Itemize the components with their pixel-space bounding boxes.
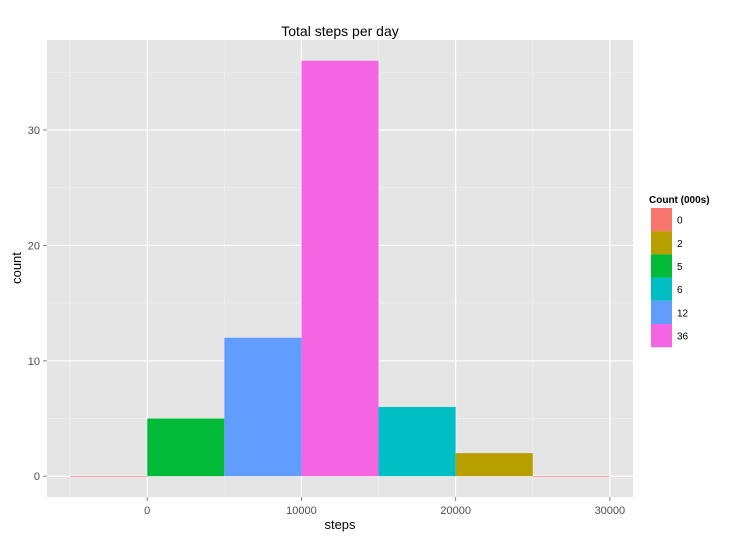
legend-key [651, 324, 672, 348]
legend-label: 6 [677, 285, 683, 296]
legend-key [651, 208, 672, 232]
y-tick-label: 30 [28, 125, 40, 137]
legend-label: 36 [677, 332, 689, 343]
histogram-bar [301, 60, 379, 477]
legend-key [651, 300, 672, 324]
legend-key [651, 231, 672, 255]
y-axis-ticks: 0 10 20 30 [28, 125, 47, 483]
x-tick-label: 0 [144, 505, 150, 517]
legend-label: 2 [677, 239, 683, 250]
x-tick-label: 10000 [286, 505, 317, 517]
histogram-bar [70, 476, 148, 477]
histogram-bar [147, 418, 225, 477]
histogram-bar [532, 476, 610, 477]
x-tick-label: 20000 [440, 505, 471, 517]
histogram-bar [378, 406, 456, 477]
histogram-bar [455, 453, 533, 477]
legend-label: 5 [677, 262, 683, 273]
x-axis-title: steps [324, 517, 356, 532]
legend-key [651, 254, 672, 278]
bars [70, 60, 610, 477]
chart-title: Total steps per day [281, 23, 399, 39]
histogram-bar [224, 337, 302, 477]
legend-items: 0 2 5 6 12 36 [651, 208, 689, 348]
x-axis-ticks: 0 10000 20000 30000 [144, 497, 625, 517]
y-tick-label: 20 [28, 240, 40, 252]
y-axis-title: count [9, 252, 24, 284]
legend-label: 12 [677, 308, 689, 319]
legend: Count (000s) 0 2 5 6 12 36 [649, 195, 710, 348]
legend-label: 0 [677, 216, 683, 227]
y-tick-label: 10 [28, 356, 40, 368]
legend-title: Count (000s) [649, 195, 710, 206]
y-tick-label: 0 [34, 471, 40, 483]
x-tick-label: 30000 [595, 505, 626, 517]
legend-key [651, 277, 672, 301]
